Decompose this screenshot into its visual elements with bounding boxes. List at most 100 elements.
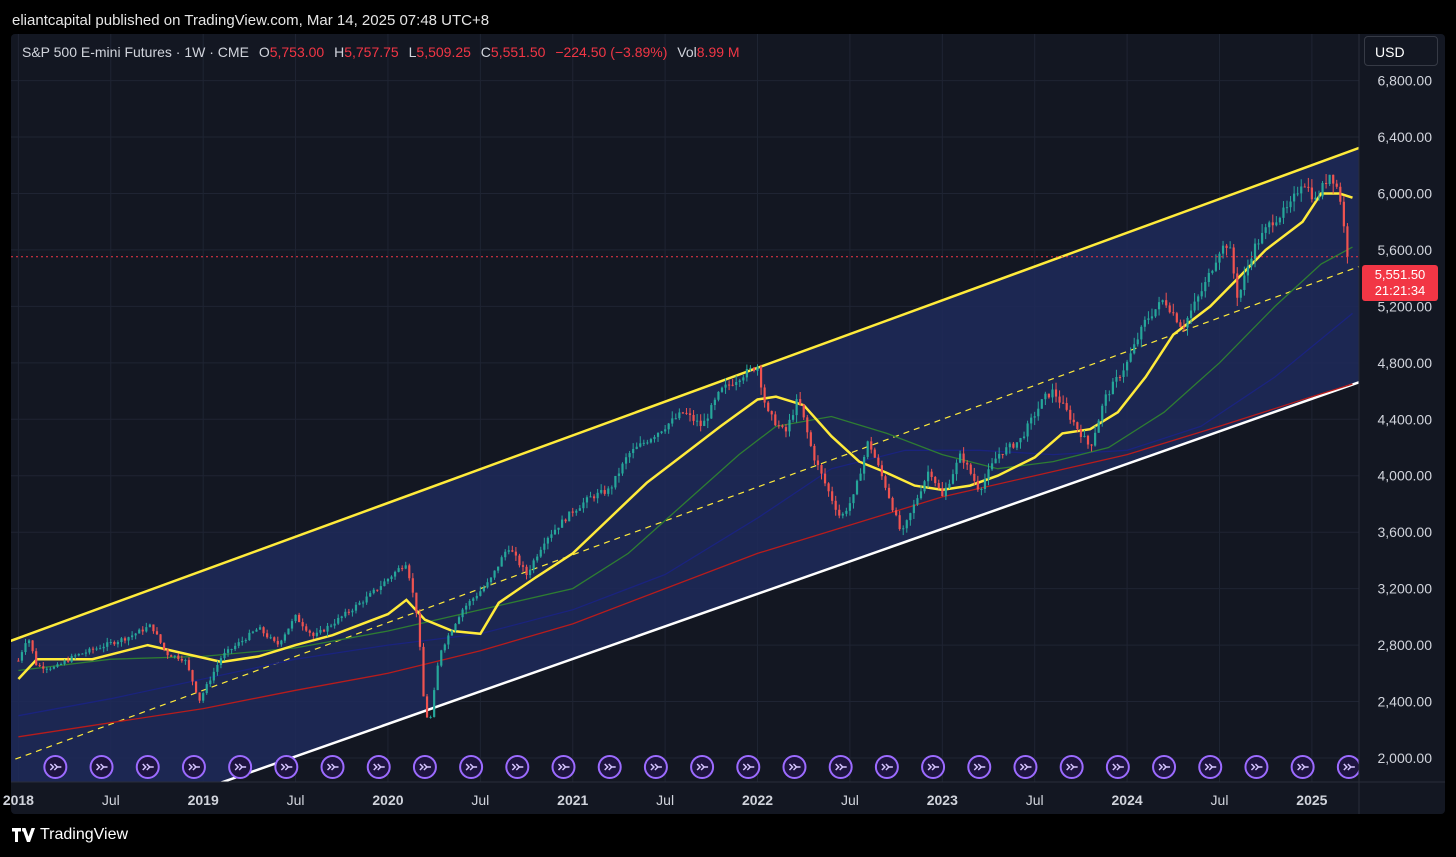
- event-marker-icon[interactable]: [228, 755, 253, 779]
- candle-body: [550, 534, 553, 538]
- candle-body: [59, 663, 63, 665]
- candle-body: [27, 640, 31, 644]
- event-marker-icon[interactable]: [1059, 755, 1084, 779]
- candle-body: [685, 412, 688, 414]
- candle-body: [312, 632, 315, 636]
- event-marker-icon[interactable]: [43, 755, 68, 779]
- candle-body: [219, 658, 223, 665]
- candle-body: [20, 652, 24, 661]
- low-value: 5,509.25: [416, 44, 471, 60]
- event-marker-ring: [228, 755, 253, 779]
- candle-body: [1207, 272, 1210, 283]
- candle-body: [123, 638, 127, 641]
- event-marker-icon[interactable]: [505, 755, 530, 779]
- candle-body: [397, 568, 400, 572]
- event-marker-icon[interactable]: [89, 755, 114, 779]
- candle-body: [1317, 196, 1321, 198]
- candle-body: [198, 692, 201, 701]
- candle-body: [600, 490, 603, 493]
- candle-body: [703, 420, 706, 427]
- event-marker-icon[interactable]: [1290, 755, 1315, 779]
- event-marker-icon[interactable]: [135, 755, 160, 779]
- event-marker-icon[interactable]: [459, 755, 484, 779]
- candle-body: [1086, 435, 1090, 445]
- candle-body: [916, 498, 919, 505]
- event-marker-icon[interactable]: [736, 755, 761, 779]
- event-marker-icon[interactable]: [551, 755, 576, 779]
- event-marker-icon[interactable]: [181, 755, 206, 779]
- candle-body: [433, 690, 436, 717]
- event-marker-glyph: [1204, 763, 1217, 771]
- event-marker-icon[interactable]: [1105, 755, 1130, 779]
- event-marker-icon[interactable]: [643, 755, 668, 779]
- candle-body: [1214, 262, 1218, 271]
- candle-body: [294, 614, 297, 622]
- candle-body: [791, 415, 795, 420]
- candle-body: [31, 640, 34, 652]
- event-marker-icon[interactable]: [1152, 755, 1177, 779]
- y-tick-label: 6,800.00: [1378, 73, 1433, 89]
- event-marker-icon[interactable]: [1244, 755, 1269, 779]
- candle-body: [628, 453, 631, 458]
- candle-body: [976, 480, 979, 490]
- event-marker-icon[interactable]: [1198, 755, 1223, 779]
- event-marker-icon[interactable]: [597, 755, 622, 779]
- candle-body: [656, 432, 660, 437]
- currency-button[interactable]: USD: [1364, 36, 1438, 66]
- symbol-name: S&P 500 E-mini Futures · 1W · CME: [22, 44, 249, 60]
- event-marker-icon[interactable]: [412, 755, 437, 779]
- event-marker-icon[interactable]: [967, 755, 992, 779]
- candle-body: [937, 483, 940, 489]
- event-marker-icon[interactable]: [366, 755, 391, 779]
- event-marker-icon[interactable]: [921, 755, 946, 779]
- candle-body: [479, 591, 482, 596]
- candle-body: [77, 653, 80, 656]
- candle-body: [91, 648, 95, 650]
- candle-body: [973, 473, 976, 481]
- x-tick-label: Jul: [841, 792, 859, 808]
- event-marker-icon[interactable]: [320, 755, 345, 779]
- candle-body: [543, 543, 546, 550]
- event-marker-icon[interactable]: [782, 755, 807, 779]
- candle-body: [624, 457, 628, 464]
- event-marker-icon[interactable]: [274, 755, 299, 779]
- candle-body: [774, 414, 777, 426]
- candle-body: [1133, 344, 1136, 354]
- brand-name[interactable]: TradingView: [40, 826, 129, 843]
- candle-body: [1161, 300, 1164, 303]
- candle-body: [1232, 247, 1235, 274]
- event-marker-icon[interactable]: [874, 755, 899, 779]
- event-marker-icon[interactable]: [1336, 755, 1360, 779]
- moving-average-blue: [18, 312, 1353, 717]
- tradingview-logo-icon[interactable]: [12, 828, 36, 842]
- event-marker-icon[interactable]: [690, 755, 715, 779]
- event-marker-ring: [274, 755, 299, 779]
- event-marker-glyph: [1297, 763, 1309, 771]
- candle-body: [642, 442, 645, 444]
- candle-body: [717, 391, 720, 400]
- candle-body: [422, 646, 425, 697]
- event-marker-ring: [690, 755, 715, 779]
- candle-body: [148, 624, 151, 628]
- event-marker-icon[interactable]: [1013, 755, 1038, 779]
- close-label: C: [480, 44, 491, 60]
- close-value: 5,551.50: [490, 44, 546, 60]
- event-marker-icon[interactable]: [828, 755, 853, 779]
- candle-body: [660, 431, 663, 433]
- volume-value: 8.99 M: [696, 44, 740, 60]
- event-marker-ring: [1105, 755, 1130, 779]
- candle-body: [301, 622, 304, 627]
- candle-body: [1069, 409, 1072, 420]
- candle-body: [63, 660, 66, 664]
- y-tick-label: 2,800.00: [1378, 637, 1433, 653]
- event-marker-ring: [366, 755, 391, 779]
- candle-body: [194, 681, 198, 693]
- event-marker-glyph: [696, 763, 709, 771]
- candle-body: [1115, 376, 1118, 382]
- event-marker-glyph: [142, 763, 154, 771]
- candle-body: [361, 602, 365, 604]
- event-marker-glyph: [604, 763, 616, 771]
- channel-upper-line: [11, 146, 1359, 643]
- candle-body: [1193, 301, 1196, 311]
